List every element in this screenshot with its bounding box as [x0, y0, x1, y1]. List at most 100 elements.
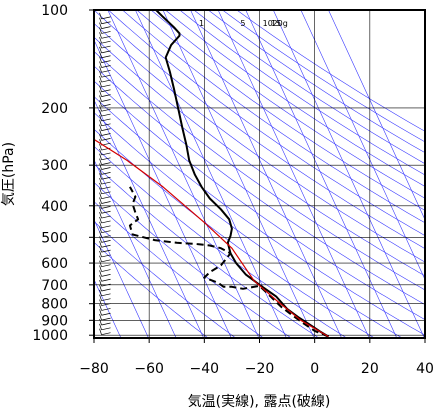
wind-barb-flag	[99, 265, 102, 272]
x-tick-label: 20	[361, 361, 379, 377]
wind-barb-shaft	[101, 152, 111, 156]
dry-adiabat-line	[94, 65, 425, 305]
y-tick-label: 300	[41, 158, 68, 174]
dry-adiabat-line	[94, 51, 425, 291]
dry-adiabat-line	[94, 10, 425, 250]
wind-barb-shaft	[101, 176, 111, 180]
wind-barb-shaft	[101, 79, 111, 83]
reference-line	[300, 10, 425, 281]
reference-line	[245, 10, 398, 338]
wind-barb-flag	[99, 105, 102, 112]
y-axis-label: 気圧(hPa)	[1, 142, 17, 206]
wind-barb-shaft	[101, 308, 111, 311]
dry-adiabat-line	[108, 10, 425, 236]
reference-line	[94, 278, 122, 338]
wind-barb-flag	[99, 51, 102, 58]
dry-adiabat-line	[94, 163, 320, 338]
wind-barb-flag	[99, 284, 102, 292]
wind-barb-flag	[99, 299, 102, 306]
wind-barb-shaft	[101, 274, 111, 277]
wind-barb-flag	[99, 197, 102, 204]
wind-barb-flag	[99, 80, 102, 88]
wind-barb-flag	[99, 134, 102, 141]
y-tick-label: 100	[41, 3, 68, 19]
reference-line	[162, 10, 315, 338]
dry-adiabat-line	[150, 10, 425, 199]
x-tick-label: −60	[134, 361, 164, 377]
wind-barb-flag	[99, 100, 102, 107]
wind-barb-shaft	[101, 288, 111, 292]
wind-barb-flag	[99, 270, 102, 277]
reference-line	[217, 10, 370, 338]
wind-barb-flag	[99, 211, 102, 219]
wind-barb-shaft	[101, 240, 111, 243]
wind-barb-shaft	[101, 172, 111, 175]
wind-barb-flag	[99, 187, 102, 194]
reference-line	[94, 39, 232, 338]
wind-barb-flag	[99, 17, 102, 24]
y-tick-label: 700	[41, 278, 68, 294]
dry-adiabat-line	[208, 10, 425, 154]
wind-barb-flag	[99, 236, 102, 243]
profile-series	[94, 10, 330, 338]
x-axis-ticks: −80 −60 −40 −20 0 20 40	[79, 338, 434, 377]
wind-barb-shaft	[101, 157, 111, 161]
wind-barb-flag	[99, 12, 102, 20]
grid-lines	[94, 10, 425, 338]
wind-barb-flag	[99, 328, 102, 335]
wind-barb-flag	[99, 309, 102, 316]
wind-barb-shaft	[101, 133, 111, 136]
wind-barb-flag	[99, 318, 102, 326]
dry-adiabat-line	[165, 10, 425, 187]
wind-barb-flag	[99, 250, 102, 258]
wind-barb-flag	[99, 275, 102, 282]
wind-barb-shaft	[101, 16, 111, 20]
wind-barb-shaft	[101, 118, 111, 122]
x-tick-label: 0	[310, 361, 319, 377]
wind-barb-flag	[99, 177, 102, 185]
wind-barb-shaft	[101, 113, 111, 117]
wind-barb-shaft	[101, 89, 111, 93]
y-tick-label: 1000	[32, 328, 68, 344]
wind-barb-flag	[99, 173, 102, 180]
x-tick-label: −40	[190, 361, 220, 377]
wind-barb-shaft	[101, 181, 111, 185]
wind-barb-shaft	[101, 283, 111, 287]
wind-barb-flag	[99, 66, 102, 73]
wind-barb-flag	[99, 143, 102, 151]
wind-barb-shaft	[101, 94, 111, 97]
wind-barb-shaft	[101, 108, 111, 112]
wind-barb-flag	[99, 119, 102, 126]
wind-barb-shaft	[101, 249, 111, 253]
wind-barb-shaft	[101, 123, 111, 127]
wind-barb-shaft	[101, 21, 111, 25]
wind-barb-flag	[99, 27, 102, 34]
wind-barb-shaft	[101, 40, 111, 44]
wind-barb-shaft	[101, 128, 111, 131]
mixing-ratio-label: 1	[199, 19, 204, 28]
wind-barb-flag	[99, 153, 102, 160]
y-tick-label: 500	[41, 230, 68, 246]
dry-adiabat-line	[94, 241, 209, 338]
wind-barb-flag	[99, 90, 102, 97]
wind-barb-flag	[99, 129, 102, 136]
mixing-ratio-label: 20g	[273, 19, 288, 28]
series-line-0	[155, 10, 330, 338]
wind-barb-shaft	[101, 327, 111, 331]
wind-barb-flag	[99, 314, 102, 321]
reference-line	[190, 10, 342, 338]
wind-barb-flag	[99, 168, 102, 175]
wind-barb-flag	[99, 231, 102, 238]
wind-barb-shaft	[101, 65, 111, 68]
wind-barb-flag	[99, 323, 102, 330]
wind-barb-shaft	[101, 317, 111, 321]
dry-adiabat-line	[94, 80, 425, 320]
wind-barb-shaft	[101, 293, 111, 297]
wind-barb-shaft	[101, 45, 111, 49]
x-tick-label: −20	[245, 361, 275, 377]
wind-barb-flag	[99, 207, 102, 214]
dry-adiabat-line	[122, 10, 425, 224]
